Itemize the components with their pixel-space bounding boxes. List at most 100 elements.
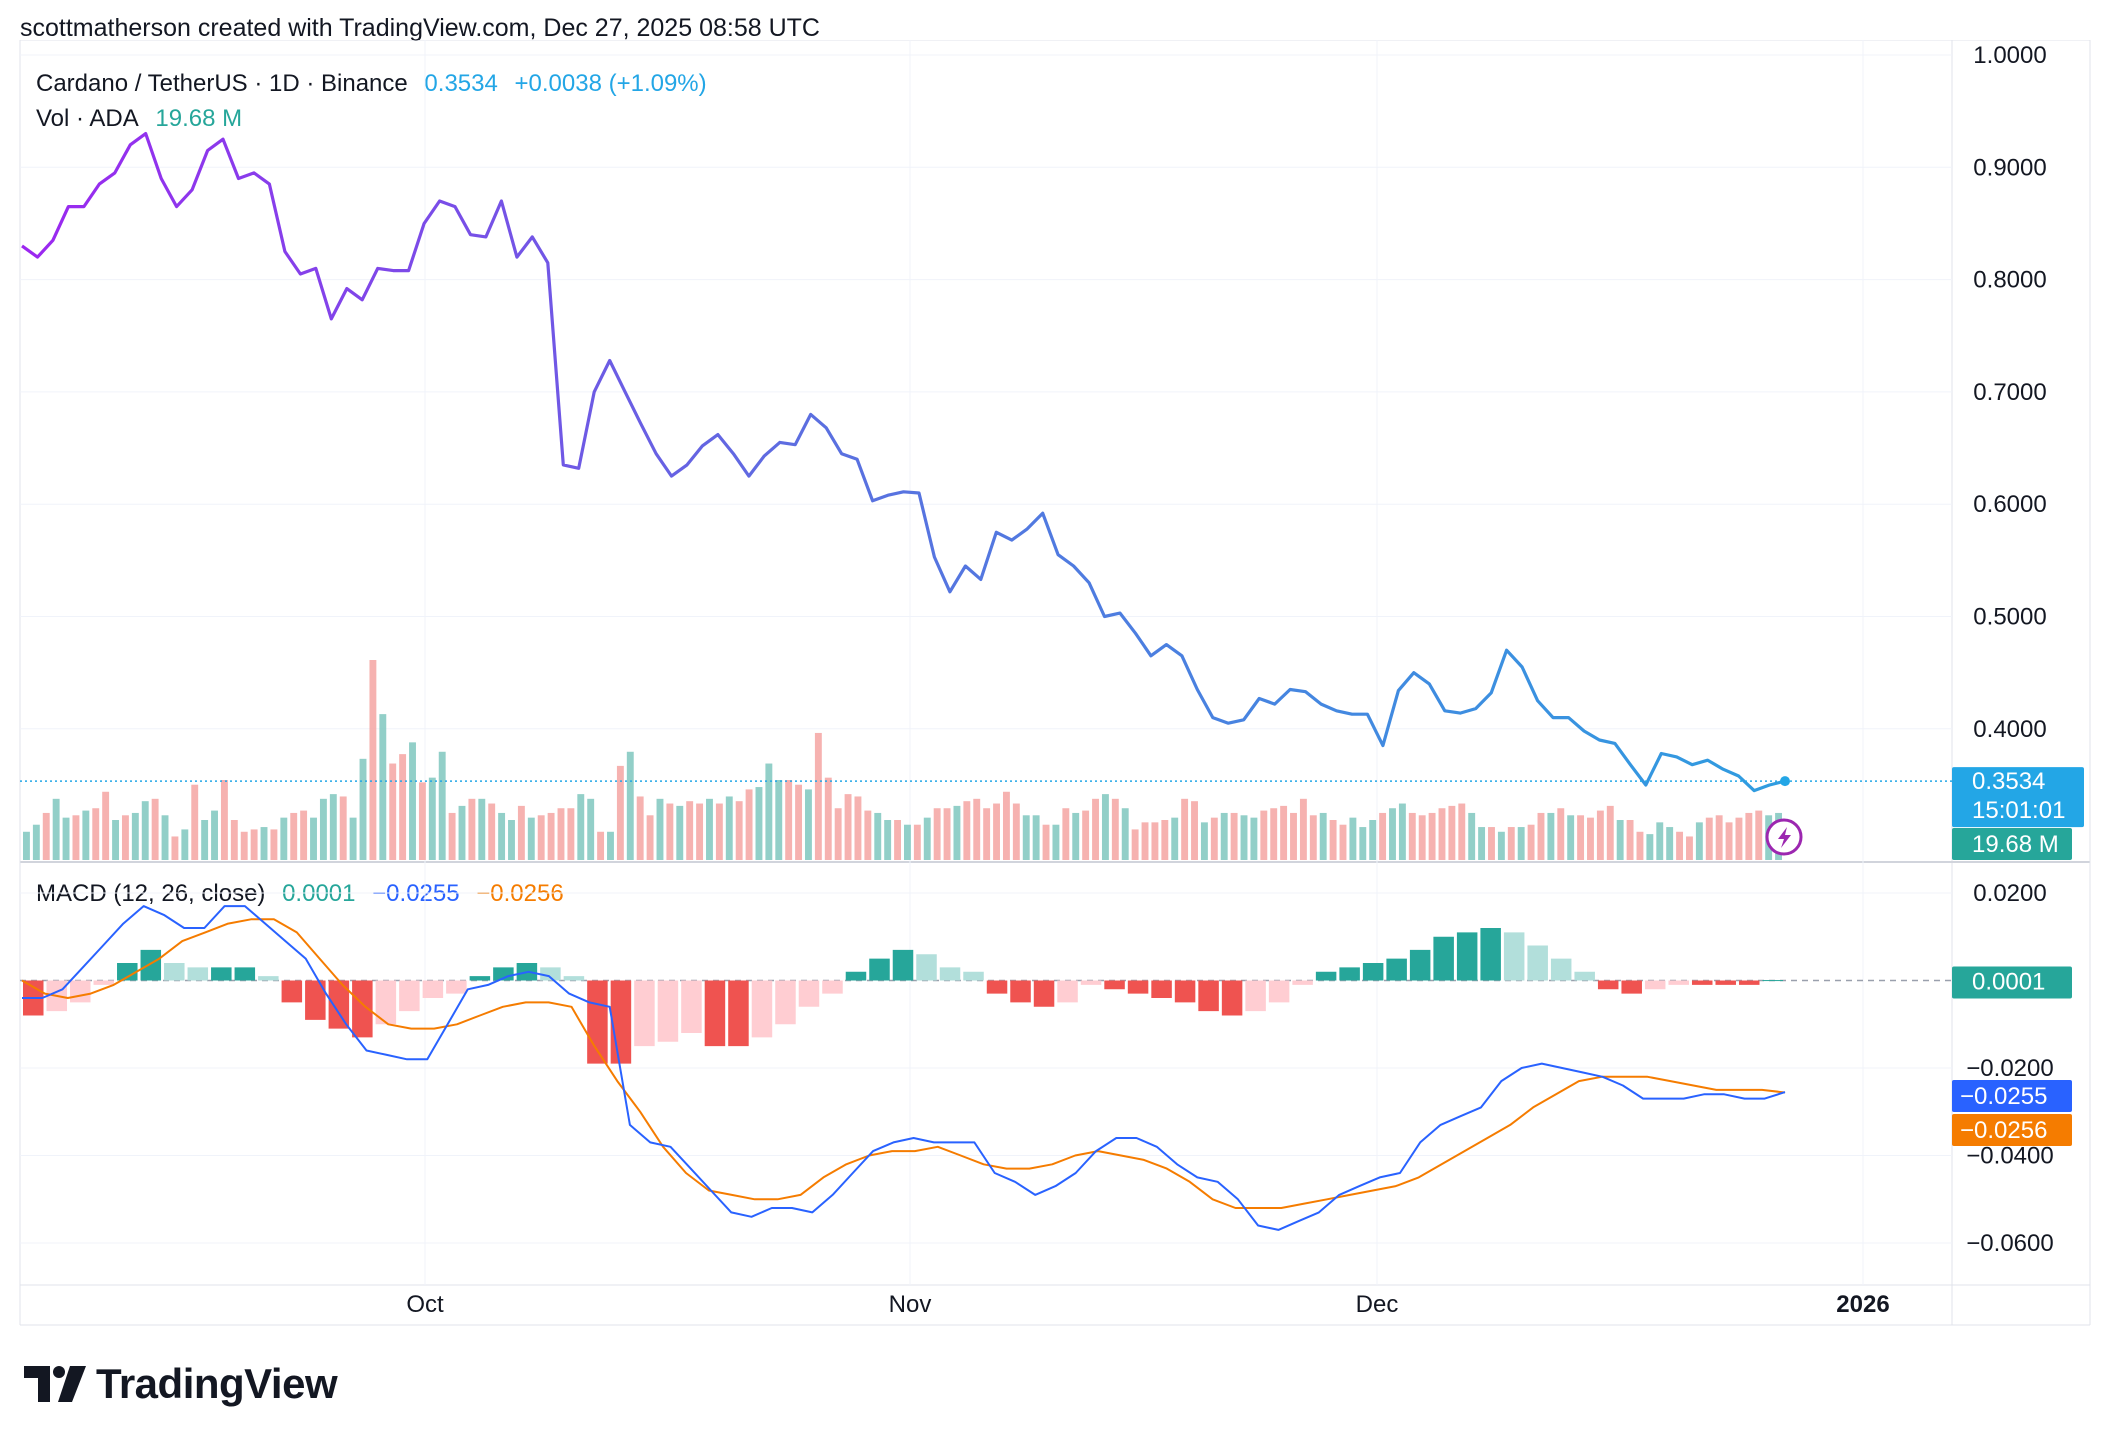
volume-bar — [537, 815, 545, 860]
volume-bar — [706, 798, 713, 860]
volume-bar — [725, 796, 733, 860]
volume-bar — [1210, 817, 1218, 860]
volume-bar — [161, 815, 169, 860]
volume-bar — [676, 805, 684, 860]
volume-bar — [1488, 827, 1495, 860]
volume-bar — [626, 751, 634, 860]
symbol-legend[interactable]: Cardano / TetherUS · 1D · Binance 0.3534… — [36, 70, 717, 98]
macd-histogram-bar — [187, 967, 209, 981]
price-tick-label: 0.5000 — [1973, 604, 2046, 631]
volume-bar — [1240, 815, 1248, 860]
volume-bar — [795, 784, 803, 860]
volume-badge-bg — [1952, 828, 2072, 860]
volume-bar — [250, 829, 258, 860]
volume-bar — [904, 824, 911, 860]
volume-bar — [933, 808, 941, 860]
volume-bar — [1290, 812, 1297, 860]
hist-badge-value: 0.0001 — [1972, 969, 2045, 996]
volume-bar — [1072, 812, 1080, 860]
volume-bar — [1398, 803, 1406, 860]
volume-bar — [1309, 815, 1317, 860]
chart-canvas[interactable]: 1.0000 0.9000 0.8000 0.7000 0.6000 0.5000 0.40… — [0, 40, 2108, 1370]
volume-bar — [498, 812, 506, 860]
volume-bar — [923, 817, 931, 860]
volume-bar — [131, 812, 139, 860]
volume-bar — [785, 780, 793, 860]
macd-histogram-bar — [1480, 928, 1501, 981]
volume-bar — [121, 815, 129, 860]
volume-bar — [428, 777, 436, 860]
volume-bar — [1052, 824, 1060, 860]
volume-bar — [260, 827, 268, 860]
volume-bar — [993, 803, 1000, 860]
macd-histogram-bar — [493, 967, 514, 981]
macd-histogram-bar — [1151, 980, 1172, 998]
price-tick-label: 0.7000 — [1973, 379, 2046, 406]
volume-label[interactable]: Vol · ADA — [36, 105, 139, 132]
axis-labels: 1.0000 0.9000 0.8000 0.7000 0.6000 0.5000 0.40… — [406, 42, 2053, 1318]
volume-bar — [379, 714, 387, 860]
volume-bar — [943, 808, 951, 860]
volume-bar — [339, 796, 347, 860]
signal-badge-value: −0.0256 — [1960, 1117, 2047, 1144]
chart-attribution: scottmatherson created with TradingView.… — [20, 14, 820, 42]
volume-bar — [656, 798, 664, 860]
macd-histogram-bar — [869, 958, 890, 981]
volume-bar — [1428, 812, 1436, 860]
volume-bar — [102, 791, 110, 860]
volume-bar — [1507, 827, 1515, 860]
volume-bar — [1299, 798, 1307, 860]
volume-bar — [319, 798, 327, 860]
symbol-name[interactable]: Cardano / TetherUS · 1D · Binance — [36, 70, 408, 97]
volume-bar — [1082, 810, 1090, 860]
macd-histogram-bar — [164, 963, 185, 981]
macd-histogram-bar — [1668, 980, 1689, 985]
volume-bar — [894, 820, 901, 860]
volume-bar — [478, 798, 486, 860]
volume-bar — [953, 805, 961, 860]
volume-bar — [646, 815, 654, 860]
volume-bar — [42, 812, 50, 860]
volume-bar — [696, 803, 704, 860]
tradingview-wordmark: TradingView — [96, 1360, 338, 1407]
macd-histogram-bar — [281, 980, 303, 1003]
volume-bar — [280, 817, 288, 860]
macd-histogram-bar — [1080, 980, 1102, 985]
macd-lines — [21, 905, 1786, 1231]
macd-histogram-bar — [1104, 980, 1125, 990]
volume-bar — [1151, 822, 1159, 860]
macd-histogram-bar — [939, 967, 961, 981]
volume-bar — [82, 810, 90, 860]
macd-histogram-bar — [328, 980, 350, 1029]
macd-histogram-bar — [1550, 958, 1572, 981]
volume-bar — [1745, 812, 1753, 860]
macd-histogram-bar — [775, 980, 796, 1025]
volume-legend[interactable]: Vol · ADA 19.68 M — [36, 105, 252, 133]
tradingview-logo[interactable]: TradingView — [24, 1360, 338, 1408]
macd-histogram — [23, 928, 1783, 1064]
macd-histogram-bar — [1245, 980, 1266, 1012]
volume-bar — [1606, 805, 1614, 860]
macd-histogram-bar — [211, 967, 232, 981]
volume-value: 19.68 M — [155, 105, 243, 132]
lightning-icon[interactable] — [1765, 818, 1803, 856]
volume-bar — [1022, 815, 1030, 860]
macd-histogram-bar — [446, 980, 467, 994]
macd-histogram-bar — [1715, 980, 1736, 985]
volume-bar — [765, 763, 773, 860]
volume-bar — [1755, 810, 1763, 860]
volume-bar — [171, 836, 179, 860]
signal-badge-bg — [1952, 1114, 2072, 1146]
volume-bar — [1676, 831, 1684, 860]
macd-histogram-bar — [1386, 958, 1407, 981]
volume-bar — [854, 796, 862, 860]
volume-bar — [1319, 812, 1327, 860]
volume-bar — [1171, 817, 1179, 860]
volume-bar — [636, 796, 644, 860]
volume-bar — [963, 801, 971, 860]
volume-bar — [715, 803, 723, 860]
volume-bar — [1686, 836, 1693, 860]
volume-bar — [735, 801, 743, 860]
volume-bar — [1517, 827, 1525, 860]
volume-bar — [1349, 817, 1357, 860]
